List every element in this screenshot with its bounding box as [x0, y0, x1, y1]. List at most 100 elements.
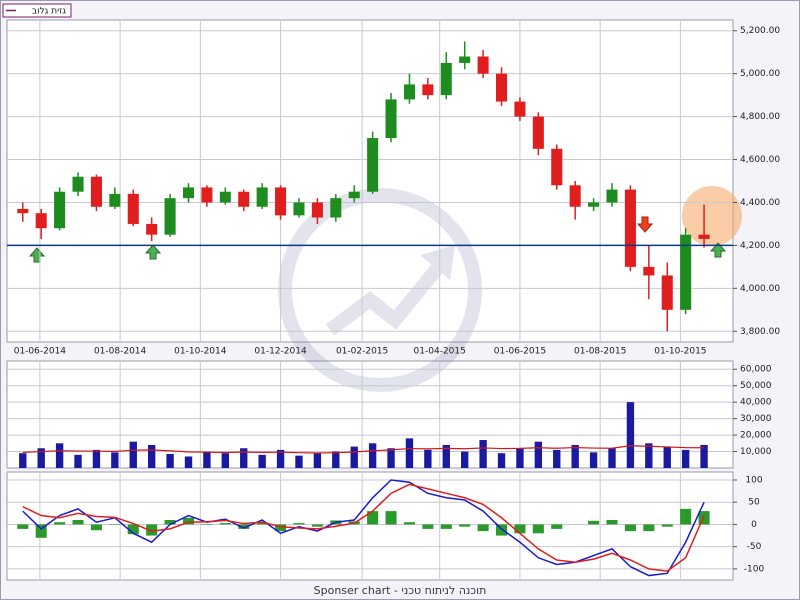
- volume-bar: [184, 456, 193, 468]
- macd-histogram-bar: [367, 511, 379, 525]
- volume-bar: [295, 455, 303, 468]
- candle-body: [440, 62, 452, 96]
- macd-histogram-bar: [661, 524, 673, 527]
- x-tick-label: 01-02-2015: [336, 347, 388, 357]
- volume-bar: [516, 448, 524, 468]
- candle-body: [348, 191, 360, 199]
- macd-histogram-bar: [680, 508, 692, 525]
- candle-body: [90, 176, 102, 207]
- candle-body: [238, 191, 250, 207]
- y-tick-label: -50: [747, 542, 762, 552]
- macd-histogram-bar: [477, 524, 489, 532]
- volume-bar: [571, 444, 579, 468]
- y-tick-label: 30,000: [740, 414, 772, 424]
- volume-bar: [368, 443, 377, 468]
- macd-histogram-bar: [72, 520, 84, 525]
- x-tick-label: 01-08-2014: [94, 347, 147, 357]
- x-tick-label: 01-08-2015: [574, 347, 626, 357]
- candle-body: [17, 208, 29, 214]
- macd-histogram-bar: [17, 524, 29, 529]
- volume-bar: [387, 448, 395, 468]
- volume-bar: [166, 454, 174, 468]
- macd-histogram-bar: [275, 524, 287, 532]
- watermark: [278, 188, 482, 392]
- x-tick-label: 01-12-2014: [254, 347, 307, 357]
- volume-bar: [332, 451, 340, 468]
- volume-bar: [497, 453, 506, 468]
- candle-body: [588, 202, 600, 207]
- y-tick-label: 5,200.00: [740, 26, 780, 36]
- volume-bar: [74, 454, 82, 468]
- volume-bar: [681, 449, 690, 468]
- candle-body: [275, 187, 287, 216]
- volume-bar: [461, 451, 469, 468]
- candle-body: [72, 176, 84, 192]
- macd-panel: [6, 471, 734, 581]
- y-tick-label: 10,000: [740, 447, 772, 457]
- volume-bar: [19, 453, 27, 468]
- candle-body: [532, 116, 544, 149]
- y-tick-label: 4,400.00: [740, 198, 780, 208]
- candle-body: [643, 266, 655, 276]
- macd-line: [22, 483, 705, 572]
- candle-body: [680, 234, 692, 310]
- volume-bar: [645, 443, 653, 468]
- volume-bar: [92, 449, 101, 468]
- macd-histogram-bar: [532, 524, 544, 534]
- volume-bar: [258, 454, 266, 468]
- volume-bar: [240, 448, 248, 468]
- macd-histogram-bar: [495, 524, 508, 536]
- macd-histogram-bar: [459, 524, 471, 527]
- candle-body: [256, 187, 268, 207]
- candle-body: [146, 223, 158, 235]
- candle-body: [367, 138, 379, 192]
- y-tick-label: 40,000: [740, 398, 772, 408]
- x-tick-label: 01-06-2015: [494, 347, 546, 357]
- candle-body: [219, 191, 231, 203]
- candle-body: [422, 84, 434, 96]
- y-tick-label: 4,600.00: [740, 155, 780, 165]
- y-tick-label: 100: [745, 476, 762, 486]
- macd-line: [22, 479, 705, 577]
- volume-bar: [55, 443, 64, 468]
- macd-histogram-bar: [606, 520, 618, 525]
- volume-bar: [479, 440, 487, 468]
- macd-histogram-bar: [514, 524, 526, 534]
- candle-body: [311, 202, 323, 218]
- macd-histogram-bar: [385, 511, 397, 525]
- candle-body: [201, 187, 213, 203]
- volume-bar: [203, 451, 211, 468]
- macd-histogram-bar: [182, 517, 195, 525]
- candle-body: [459, 56, 471, 63]
- macd-histogram-bar: [146, 524, 158, 536]
- volume-bar: [350, 446, 358, 468]
- volume-bar: [405, 438, 414, 468]
- volume-bar: [111, 452, 119, 468]
- macd-histogram-bar: [440, 524, 452, 529]
- volume-bar: [276, 449, 285, 468]
- x-tick-label: 01-10-2015: [654, 347, 706, 357]
- macd-histogram-bar: [35, 524, 47, 538]
- volume-bar: [37, 448, 45, 468]
- y-tick-label: 50: [748, 498, 760, 508]
- candle-body: [54, 191, 66, 229]
- macd-histogram-bar: [127, 524, 139, 535]
- macd-histogram-bar: [422, 524, 434, 529]
- y-tick-label: 60,000: [740, 365, 772, 375]
- legend-label: גזית גלוב: [32, 7, 66, 17]
- candle-body: [385, 99, 397, 139]
- volume-bar: [534, 441, 543, 468]
- macd-histogram-bar: [164, 520, 176, 525]
- candle-body: [514, 101, 526, 117]
- candle-body: [330, 198, 342, 218]
- candle-body: [477, 56, 489, 74]
- footer: Sponser chart - תוכנה לניתוח טכני: [314, 584, 487, 597]
- macd-histogram-bar: [256, 522, 268, 525]
- candle-body: [661, 275, 673, 310]
- macd-histogram-bar: [624, 524, 636, 532]
- candle-body: [182, 187, 195, 199]
- candle-body: [624, 189, 636, 267]
- volume-bar: [626, 402, 635, 468]
- candle-body: [551, 148, 563, 186]
